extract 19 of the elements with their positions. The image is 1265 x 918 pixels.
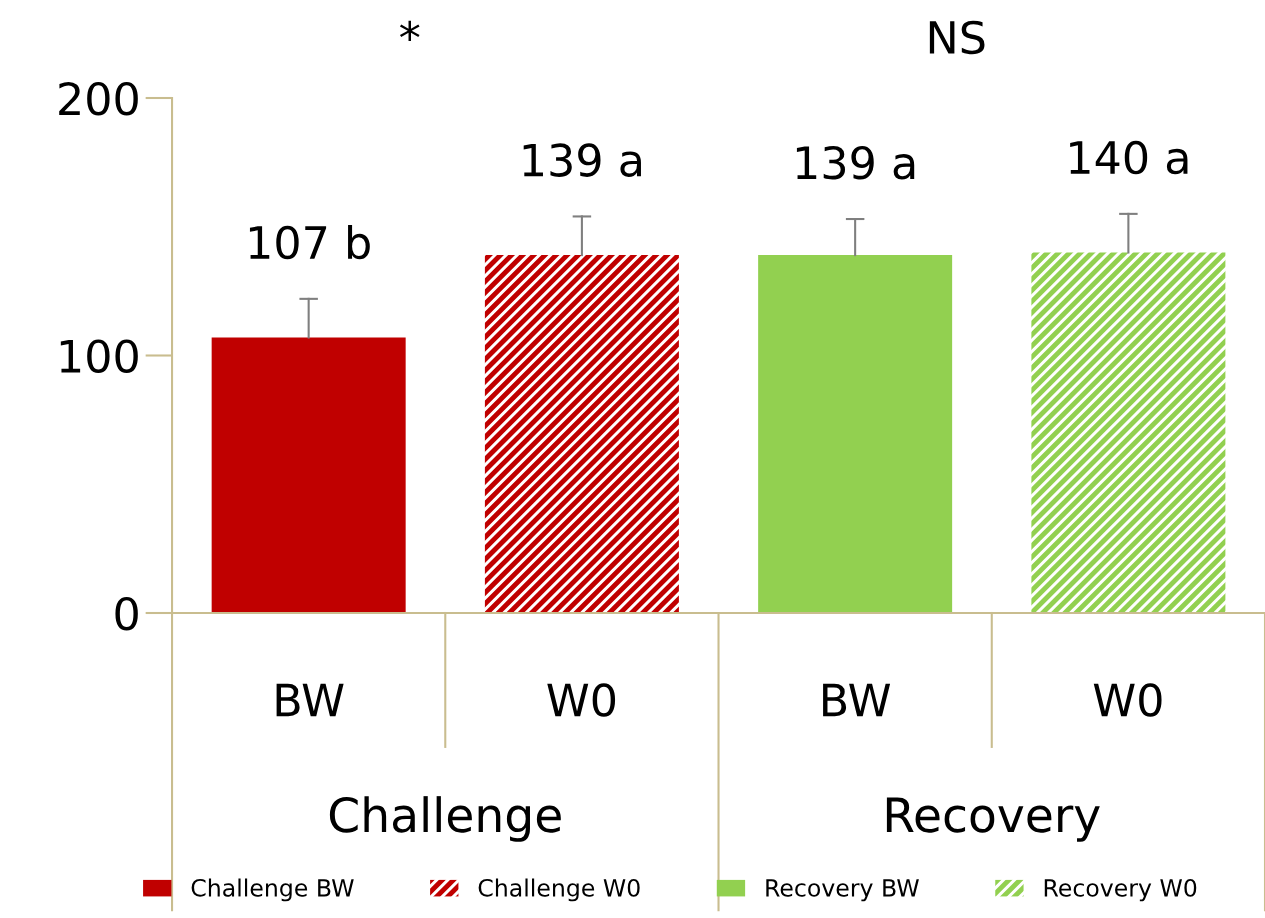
legend-label: Challenge BW bbox=[191, 878, 354, 902]
x-tick-label: W0 bbox=[547, 683, 616, 717]
y-tick-label: 200 bbox=[59, 81, 138, 116]
data-label: 139 a bbox=[523, 143, 641, 177]
legend-label: Recovery BW bbox=[766, 879, 919, 902]
data-label: 139 a bbox=[796, 145, 915, 180]
text: NS bbox=[929, 20, 985, 55]
y-tick-label: 100 bbox=[60, 339, 138, 374]
x-tick-label: BW bbox=[276, 683, 344, 717]
legend-label: Recovery W0 bbox=[1044, 878, 1197, 902]
data-label: 140 a bbox=[1070, 140, 1188, 175]
data-label: 107 b bbox=[249, 224, 370, 260]
x-tick-label: W0 bbox=[1093, 683, 1162, 717]
text: * bbox=[399, 20, 420, 41]
text: Recovery bbox=[886, 797, 1100, 842]
x-tick-label: BW bbox=[823, 683, 891, 717]
y-tick-label: 0 bbox=[115, 596, 138, 631]
legend-label: Challenge W0 bbox=[478, 878, 640, 902]
text: Challenge bbox=[329, 796, 561, 842]
